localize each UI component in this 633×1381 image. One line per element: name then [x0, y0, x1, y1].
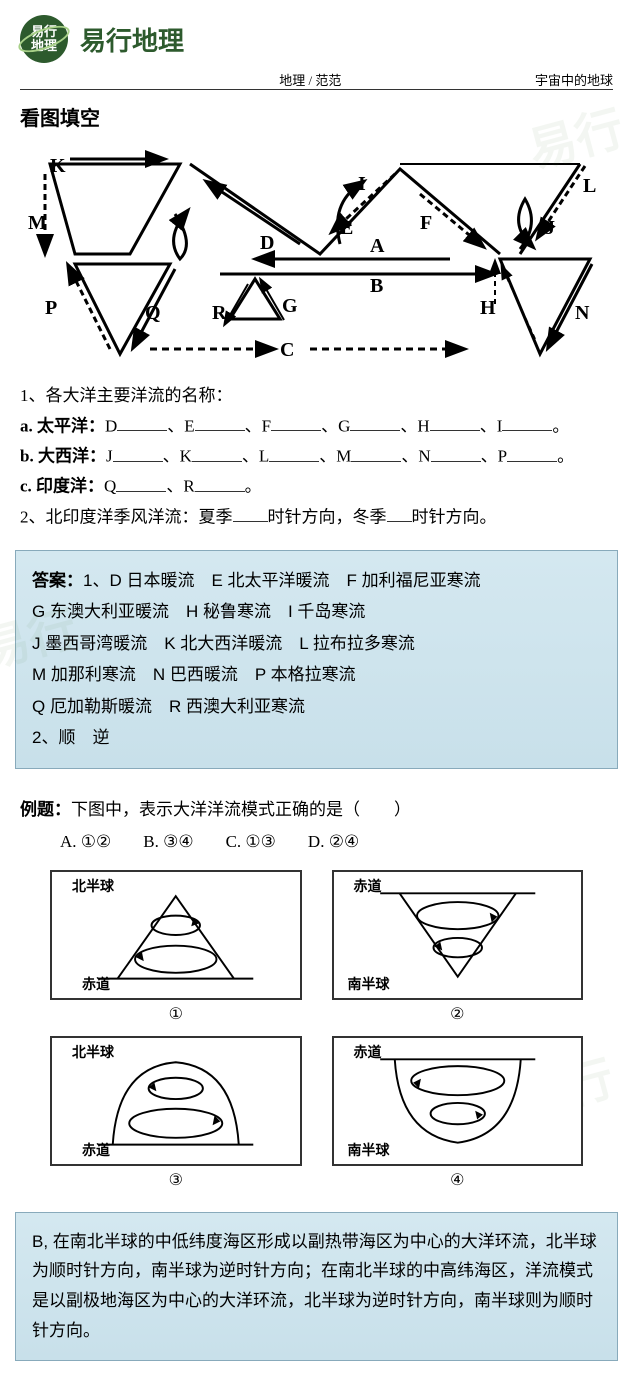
header-meta-row: 地理 / 范范 宇宙中的地球	[0, 68, 633, 89]
q1-line: a. 太平洋：D、E、F、G、H、I。	[20, 411, 613, 441]
mini-diagram-wrap: 北半球赤道 ③	[50, 1036, 302, 1190]
mini-bottom-label: 南半球	[348, 974, 390, 994]
option: D. ②④	[308, 832, 359, 852]
mini-number: ③	[50, 1170, 302, 1190]
meta-center: 地理 / 范范	[279, 70, 341, 89]
mini-bottom-label: 南半球	[348, 1140, 390, 1160]
option: B. ③④	[143, 832, 193, 852]
svg-text:B: B	[370, 275, 383, 297]
answer-line: Q 厄加勒斯暖流 R 西澳大利亚寒流	[32, 691, 601, 722]
answer-box-1: 答案：1、D 日本暖流 E 北太平洋暖流 F 加利福尼亚寒流 G 东澳大利亚暖流…	[15, 550, 618, 769]
mini-bottom-label: 赤道	[82, 974, 110, 994]
mini-diagram-wrap: 赤道南半球 ②	[332, 870, 584, 1024]
logo-badge: 易行 地理	[20, 15, 68, 63]
svg-text:I: I	[358, 173, 366, 195]
option: A. ①②	[60, 832, 111, 852]
answer-line: M 加那利寒流 N 巴西暖流 P 本格拉寒流	[32, 659, 601, 690]
mini-number: ①	[50, 1004, 302, 1024]
brand-title: 易行地理	[80, 21, 184, 58]
explanation-box: B, 在南北半球的中低纬度海区形成以副热带海区为中心的大洋环流，北半球为顺时针方…	[15, 1212, 618, 1361]
mini-diagram-wrap: 赤道南半球 ④	[332, 1036, 584, 1190]
mini-diagram: 北半球赤道	[50, 870, 302, 1000]
svg-text:G: G	[282, 295, 298, 317]
example-options: A. ①② B. ③④ C. ①③ D. ②④	[0, 828, 633, 862]
question-body: 1、各大洋主要洋流的名称： a. 太平洋：D、E、F、G、H、I。b. 大西洋：…	[0, 374, 633, 540]
answer-label: 答案：	[32, 571, 83, 590]
svg-text:A: A	[370, 235, 385, 257]
mini-diagram-wrap: 北半球赤道 ①	[50, 870, 302, 1024]
mini-top-label: 北半球	[72, 876, 114, 896]
q1-line: c. 印度洋：Q、R。	[20, 471, 613, 501]
explain-text: B, 在南北半球的中低纬度海区形成以副热带海区为中心的大洋环流，北半球为顺时针方…	[32, 1232, 597, 1340]
svg-text:P: P	[45, 297, 57, 319]
svg-text:H: H	[480, 297, 496, 319]
svg-text:L: L	[583, 175, 596, 197]
mini-number: ②	[332, 1004, 584, 1024]
q1-intro: 1、各大洋主要洋流的名称：	[20, 382, 613, 411]
mini-top-label: 赤道	[354, 876, 382, 896]
option: C. ①③	[226, 832, 276, 852]
ocean-current-diagram: A B K M P Q R G D E I F H	[20, 144, 613, 369]
mini-diagram: 北半球赤道	[50, 1036, 302, 1166]
mini-diagram-grid: 北半球赤道①赤道南半球②北半球赤道③赤道南半球④	[0, 862, 633, 1202]
svg-text:C: C	[280, 339, 294, 361]
svg-text:N: N	[575, 302, 590, 324]
svg-text:E: E	[340, 217, 353, 239]
svg-text:M: M	[28, 212, 47, 234]
svg-text:Q: Q	[145, 302, 161, 324]
svg-text:D: D	[260, 232, 274, 254]
answer-line: J 墨西哥湾暖流 K 北大西洋暖流 L 拉布拉多寒流	[32, 628, 601, 659]
svg-text:K: K	[50, 155, 66, 177]
example-question: 例题：下图中，表示大洋洋流模式正确的是（ ）	[0, 779, 633, 828]
q2-line: 2、北印度洋季风洋流：夏季时针方向，冬季时针方向。	[20, 502, 613, 532]
mini-top-label: 赤道	[354, 1042, 382, 1062]
page-header: 易行 地理 易行地理	[0, 0, 633, 68]
mini-number: ④	[332, 1170, 584, 1190]
svg-text:F: F	[420, 212, 432, 234]
q1-line: b. 大西洋：J、K、L、M、N、P。	[20, 441, 613, 471]
meta-right: 宇宙中的地球	[535, 70, 613, 89]
example-text: 下图中，表示大洋洋流模式正确的是（ ）	[71, 800, 411, 819]
svg-text:R: R	[212, 302, 227, 324]
mini-diagram: 赤道南半球	[332, 1036, 584, 1166]
example-label: 例题：	[20, 800, 71, 819]
answer-line: G 东澳大利亚暖流 H 秘鲁寒流 I 千岛寒流	[32, 596, 601, 627]
mini-bottom-label: 赤道	[82, 1140, 110, 1160]
mini-diagram: 赤道南半球	[332, 870, 584, 1000]
mini-top-label: 北半球	[72, 1042, 114, 1062]
answer-line: 2、顺 逆	[32, 722, 601, 753]
section-title: 看图填空	[0, 90, 633, 139]
